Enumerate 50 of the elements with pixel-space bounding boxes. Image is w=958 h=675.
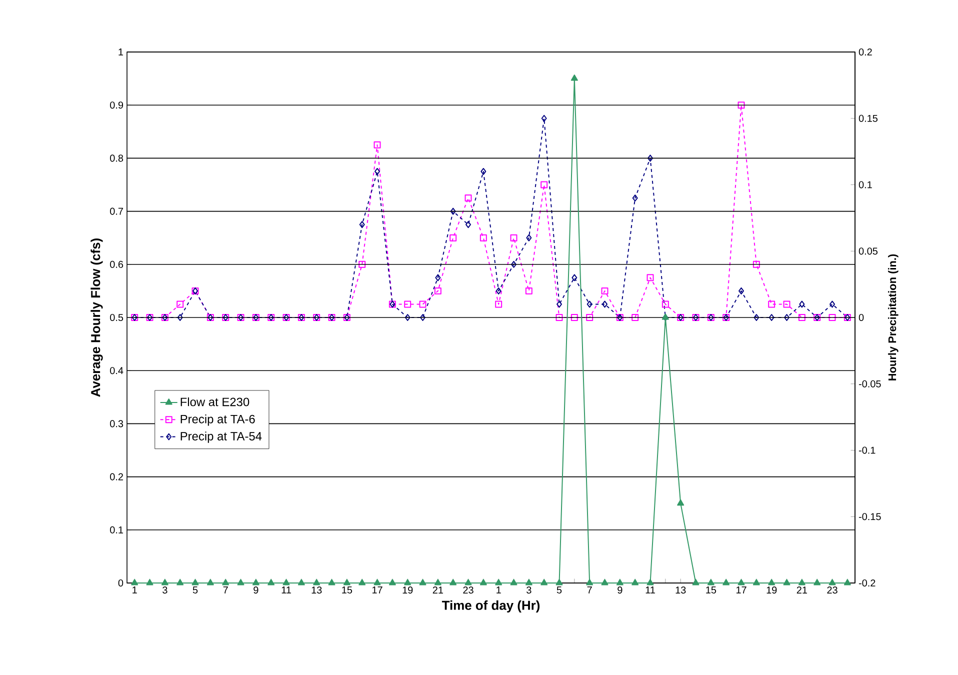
x-tick-label: 17 bbox=[372, 586, 382, 594]
x-tick-label: 17 bbox=[736, 586, 746, 594]
y2-tick-label: 0.05 bbox=[858, 248, 878, 255]
x-tick-label: 21 bbox=[432, 586, 443, 594]
legend-label: Flow at E230 bbox=[180, 397, 250, 406]
legend-label: Precip at TA-54 bbox=[180, 432, 262, 443]
x-tick-label: 15 bbox=[342, 586, 352, 594]
y2-tick-label: -0.05 bbox=[858, 380, 881, 388]
y-tick-label: 0.2 bbox=[110, 473, 123, 480]
x-tick-label: 1 bbox=[132, 586, 137, 594]
y-tick-label: 0.8 bbox=[110, 154, 124, 162]
x-tick-label: 9 bbox=[618, 586, 622, 594]
y-tick-label: 0 bbox=[118, 579, 124, 587]
y-tick-label: 1 bbox=[118, 48, 124, 56]
x-tick-label: 11 bbox=[282, 586, 291, 594]
y2-tick-label: -0.2 bbox=[858, 579, 876, 587]
x-tick-label: 3 bbox=[526, 586, 532, 594]
x-axis-title: Time of day (Hr) bbox=[442, 600, 540, 612]
y2-tick-label: -0.1 bbox=[858, 446, 876, 454]
legend-label: Precip at TA-6 bbox=[180, 414, 255, 426]
x-tick-label: 21 bbox=[796, 586, 807, 594]
x-tick-label: 13 bbox=[676, 586, 686, 594]
x-tick-label: 5 bbox=[556, 586, 562, 594]
x-tick-label: 13 bbox=[312, 586, 322, 594]
x-tick-label: 7 bbox=[587, 586, 592, 594]
y2-tick-label: 0.15 bbox=[858, 114, 878, 122]
x-tick-label: 7 bbox=[223, 586, 228, 594]
x-tick-label: 19 bbox=[402, 586, 413, 594]
x-tick-label: 15 bbox=[706, 586, 716, 594]
x-tick-label: 23 bbox=[463, 586, 474, 594]
y-tick-label: 0.1 bbox=[110, 526, 124, 534]
y2-tick-label: 0.2 bbox=[858, 48, 872, 56]
x-tick-label: 19 bbox=[766, 586, 777, 594]
x-tick-label: 23 bbox=[827, 586, 838, 594]
y-tick-label: 0.9 bbox=[110, 102, 124, 109]
y-tick-label: 0.7 bbox=[110, 208, 123, 215]
y2-axis-title: Hourly Precipitation (in.) bbox=[888, 254, 898, 380]
x-tick-label: 1 bbox=[496, 586, 501, 594]
x-tick-label: 11 bbox=[646, 586, 655, 594]
y2-tick-label: -0.15 bbox=[858, 513, 881, 520]
y-tick-label: 0.5 bbox=[110, 314, 124, 322]
y2-tick-label: 0.1 bbox=[858, 181, 872, 188]
y-tick-label: 0.6 bbox=[110, 260, 124, 268]
y-axis-title: Average Hourly Flow (cfs) bbox=[90, 238, 103, 397]
y-tick-label: 0.4 bbox=[110, 367, 124, 374]
x-tick-label: 5 bbox=[192, 586, 198, 594]
x-tick-label: 9 bbox=[254, 586, 258, 594]
y-tick-label: 0.3 bbox=[110, 420, 124, 428]
y2-tick-label: 0 bbox=[858, 314, 864, 322]
x-tick-label: 3 bbox=[162, 586, 168, 594]
